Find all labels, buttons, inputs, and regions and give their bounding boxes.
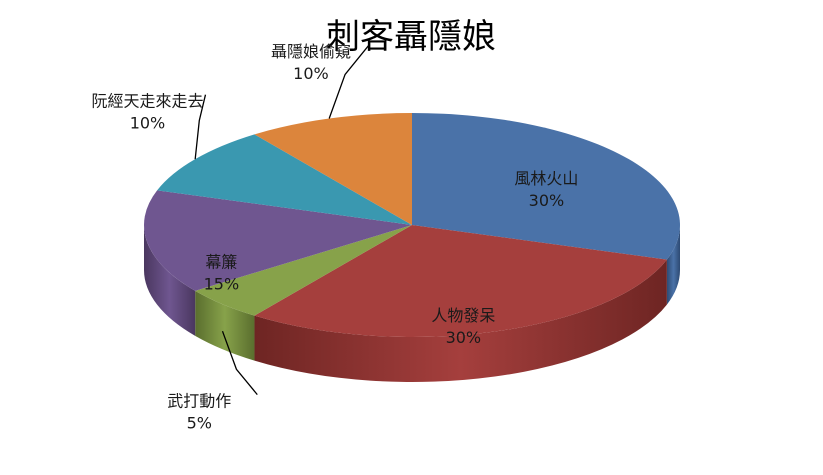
leader-line-5 [328,44,370,119]
slice-value-label-5: 10% [293,64,329,83]
slice-4 [157,134,412,225]
pie-sides [144,225,680,382]
slice-2 [195,225,412,316]
leader-line-2 [221,330,258,396]
chart-title: 刺客聶隱娘 [326,17,496,57]
slice-3 [144,190,412,291]
slice-value-label-2: 5% [187,414,212,433]
pie-slices [144,113,680,337]
slice-label-0: 風林火山 [514,169,578,188]
slice-5 [254,113,412,225]
leader-line-4 [194,94,207,160]
slice-label-4: 阮經天走來走去 [91,92,203,111]
slice-label-2: 武打動作 [167,392,231,411]
slice-0 [412,113,680,260]
slice-value-label-4: 10% [130,114,166,133]
leader-lines [194,44,370,396]
slice-label-3: 幕簾 [205,253,237,272]
slice-label-1: 人物發呆 [431,306,495,325]
slice-1 [254,225,667,337]
slice-label-5: 聶隱娘偷窺 [271,42,351,61]
slice-value-label-3: 15% [204,275,240,294]
slice-side-0 [666,225,680,305]
slice-value-label-0: 30% [529,191,565,210]
slice-side-2 [195,290,255,361]
slice-labels: 風林火山 30% 人物發呆 30% 武打動作 5% 幕簾 15% 阮經天走來走去 10% 聶隱娘偷窺… [91,42,578,433]
slice-side-3 [144,225,196,336]
slice-side-1 [254,259,667,382]
slice-value-label-1: 30% [446,328,482,347]
